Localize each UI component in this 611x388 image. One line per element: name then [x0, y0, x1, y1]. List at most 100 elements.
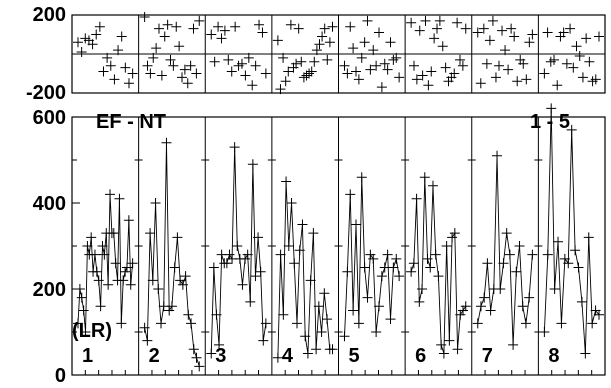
- residual-point-marker: [98, 66, 109, 77]
- main-point-marker: [177, 279, 188, 290]
- main-point-marker: [425, 262, 436, 273]
- residual-point-marker: [353, 74, 364, 85]
- main-point-marker: [305, 275, 316, 286]
- residual-point-marker: [565, 23, 576, 34]
- main-point-marker: [553, 236, 564, 247]
- residual-point-marker: [306, 66, 317, 77]
- residual-point-marker: [437, 41, 448, 52]
- residual-point-marker: [223, 54, 234, 65]
- residual-point-marker: [116, 31, 127, 42]
- series-layer: [73, 11, 604, 372]
- main-point-marker: [508, 339, 519, 350]
- main-point-marker: [458, 305, 469, 316]
- residual-point-marker: [275, 84, 286, 95]
- main-point-marker: [247, 159, 258, 170]
- main-point-marker: [427, 180, 438, 191]
- main-point-marker: [514, 241, 525, 251]
- residual-point-marker: [283, 66, 294, 77]
- residual-point-marker: [230, 21, 241, 32]
- main-point-marker: [275, 249, 286, 260]
- main-point-marker: [91, 266, 102, 277]
- residual-point-marker: [156, 70, 167, 81]
- main-point-marker: [546, 103, 557, 114]
- residual-point-marker: [385, 37, 396, 48]
- residual-point-marker: [171, 21, 182, 32]
- main-point-marker: [169, 262, 180, 273]
- main-point-marker: [95, 301, 106, 312]
- residual-point-marker: [322, 54, 333, 65]
- main-point-marker: [191, 352, 202, 363]
- main-point-marker: [166, 301, 177, 312]
- main-series-line: [543, 108, 600, 354]
- residual-point-marker: [154, 23, 164, 34]
- main-point-marker: [278, 309, 289, 320]
- residual-point-marker: [105, 60, 116, 71]
- residual-point-marker: [311, 45, 322, 56]
- residual-point-marker: [388, 54, 399, 65]
- main-point-marker: [161, 137, 172, 148]
- residual-point-marker: [391, 52, 402, 63]
- main-point-marker: [139, 322, 150, 333]
- residual-point-marker: [236, 58, 247, 69]
- residual-point-marker: [417, 70, 428, 81]
- main-point-marker: [175, 275, 186, 286]
- main-point-marker: [339, 331, 350, 342]
- residual-point-marker: [319, 23, 330, 34]
- main-point-marker: [103, 279, 114, 290]
- panel-number-label: 7: [482, 345, 493, 367]
- main-point-marker: [419, 172, 430, 183]
- residual-point-marker: [301, 70, 312, 81]
- residual-point-marker: [362, 15, 373, 26]
- panel-number-label: 6: [415, 345, 426, 367]
- main-point-marker: [289, 258, 300, 269]
- main-point-marker: [224, 249, 235, 260]
- main-point-marker: [194, 361, 205, 372]
- residual-point-marker: [76, 47, 87, 58]
- main-point-marker: [527, 249, 538, 260]
- residual-point-marker: [581, 33, 592, 44]
- main-point-marker: [485, 305, 496, 316]
- residual-point-marker: [91, 29, 102, 40]
- main-point-marker: [498, 258, 509, 269]
- main-point-marker: [127, 258, 138, 269]
- panel-number-label: 1: [82, 345, 93, 367]
- label-layer: 1 2 3 4 5 6 7 8: [82, 345, 560, 367]
- residual-point-marker: [213, 21, 224, 32]
- panel-number-label: 3: [215, 345, 226, 367]
- residual-point-marker: [194, 15, 205, 26]
- residual-point-marker: [260, 68, 271, 79]
- main-point-marker: [240, 253, 251, 264]
- main-point-marker: [250, 271, 261, 282]
- main-point-marker: [114, 193, 125, 204]
- main-point-marker: [342, 266, 353, 277]
- main-point-marker: [539, 327, 550, 337]
- residual-point-marker: [250, 60, 261, 71]
- main-point-marker: [576, 296, 587, 307]
- residual-point-marker: [291, 58, 302, 69]
- residual-point-marker: [429, 33, 440, 44]
- main-point-marker: [183, 309, 194, 320]
- residual-point-marker: [288, 62, 299, 73]
- main-series-line: [144, 142, 200, 367]
- main-point-marker: [580, 348, 591, 359]
- residual-point-marker: [590, 74, 601, 85]
- main-point-marker: [368, 253, 379, 264]
- residual-point-marker: [109, 74, 120, 85]
- residual-point-marker: [432, 23, 442, 34]
- main-point-marker: [362, 292, 373, 303]
- main-series-line: [477, 155, 533, 345]
- residual-point-marker: [191, 68, 202, 79]
- residual-point-marker: [472, 27, 483, 38]
- residual-axis: 200 -200: [26, 4, 606, 104]
- main-point-marker: [374, 301, 384, 312]
- main-point-marker: [353, 318, 364, 329]
- main-point-marker: [258, 335, 269, 346]
- residual-point-marker: [145, 68, 156, 79]
- residual-point-marker: [240, 70, 251, 81]
- main-point-marker: [359, 262, 370, 273]
- residual-point-marker: [304, 68, 315, 79]
- main-point-marker: [93, 275, 104, 286]
- residual-point-marker: [342, 68, 353, 79]
- main-point-marker: [311, 344, 322, 355]
- main-point-marker: [255, 266, 266, 277]
